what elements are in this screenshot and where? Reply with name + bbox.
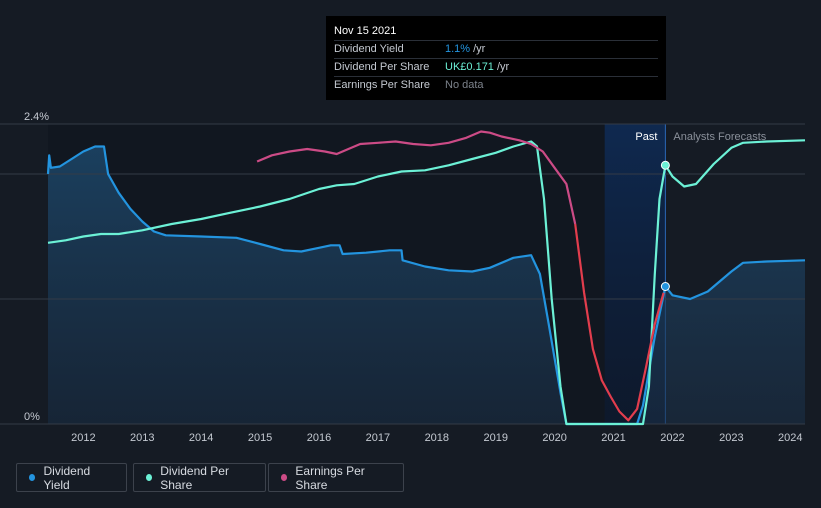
tooltip-value: 1.1% bbox=[445, 43, 471, 55]
tooltip-unit: /yr bbox=[496, 61, 510, 73]
x-tick-label: 2012 bbox=[71, 432, 95, 444]
tooltip-row-earnings-per-share: Earnings Per Share No data bbox=[334, 77, 658, 94]
x-tick-label: 2016 bbox=[307, 432, 331, 444]
data-point-marker bbox=[660, 282, 670, 291]
tooltip-row-dividend-yield: Dividend Yield 1.1% /yr bbox=[334, 41, 658, 59]
y-tick-label: 2.4% bbox=[24, 111, 49, 123]
data-point-marker bbox=[660, 160, 670, 170]
chart-tooltip: Nov 15 2021 Dividend Yield 1.1% /yr Divi… bbox=[326, 16, 666, 100]
x-tick-label: 2017 bbox=[366, 432, 390, 444]
x-tick-label: 2024 bbox=[778, 432, 802, 444]
x-tick-label: 2020 bbox=[542, 432, 566, 444]
tooltip-label: Earnings Per Share bbox=[334, 79, 430, 91]
legend-label: Dividend Yield bbox=[43, 463, 91, 492]
dividend-yield-line bbox=[46, 145, 806, 426]
tooltip-row-dividend-per-share: Dividend Per Share UK£0.171 /yr bbox=[334, 59, 658, 77]
dividend-per-share-line bbox=[47, 139, 806, 426]
x-tick-label: 2015 bbox=[248, 432, 272, 444]
y-tick-label: 0% bbox=[24, 411, 40, 423]
legend-label: Earnings Per Share bbox=[295, 463, 365, 492]
tooltip-label: Dividend Per Share bbox=[334, 61, 430, 73]
tooltip-unit: /yr bbox=[473, 43, 486, 55]
past-label: Past bbox=[635, 131, 657, 143]
tooltip-value: No data bbox=[445, 79, 484, 91]
x-tick-label: 2013 bbox=[130, 432, 154, 444]
earnings-per-share-decline-line bbox=[574, 223, 665, 422]
tooltip-value: UK£0.171 bbox=[445, 61, 494, 73]
legend-dot-icon bbox=[146, 474, 153, 481]
legend-dot-icon bbox=[281, 474, 288, 481]
tooltip-label: Dividend Yield bbox=[334, 43, 404, 55]
x-tick-label: 2019 bbox=[483, 432, 507, 444]
x-tick-label: 2022 bbox=[660, 432, 684, 444]
legend-dividend-yield[interactable]: Dividend Yield bbox=[16, 463, 127, 492]
dividend-yield-area bbox=[48, 146, 805, 424]
legend-dot-icon bbox=[29, 474, 36, 481]
tooltip-date: Nov 15 2021 bbox=[334, 23, 658, 41]
x-tick-label: 2023 bbox=[719, 432, 743, 444]
x-tick-label: 2018 bbox=[425, 432, 449, 444]
legend-label: Dividend Per Share bbox=[160, 463, 229, 492]
x-tick-label: 2014 bbox=[189, 432, 213, 444]
legend-earnings-per-share[interactable]: Earnings Per Share bbox=[268, 463, 404, 492]
x-tick-label: 2021 bbox=[601, 432, 625, 444]
legend-dividend-per-share[interactable]: Dividend Per Share bbox=[133, 463, 266, 492]
forecast-label: Analysts Forecasts bbox=[673, 131, 766, 143]
earnings-per-share-line bbox=[256, 130, 577, 225]
